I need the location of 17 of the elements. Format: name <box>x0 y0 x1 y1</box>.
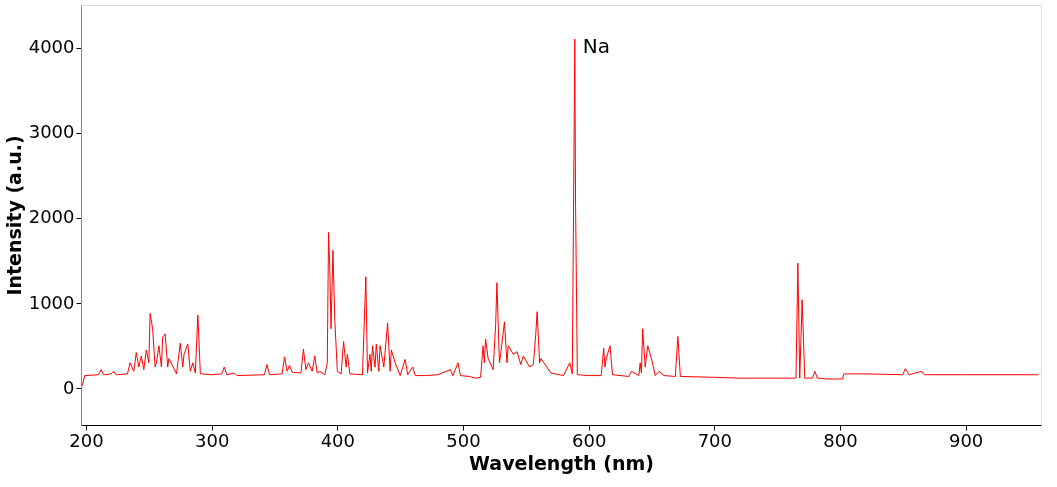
y-axis-title: Intensity (a.u.) <box>2 135 25 296</box>
y-tick-label: 2000 <box>28 206 75 228</box>
x-tick-label: 300 <box>195 429 230 451</box>
x-axis-title: Wavelength (nm) <box>469 451 654 474</box>
x-tick-label: 700 <box>697 429 732 451</box>
x-tick-label: 800 <box>823 429 858 451</box>
x-tick-label: 400 <box>320 429 356 451</box>
annotation: Na <box>582 34 611 59</box>
x-tick-label: 900 <box>948 429 984 451</box>
y-tick-label: 4000 <box>28 36 75 58</box>
y-tick-label: 1000 <box>28 291 75 313</box>
y-tick-label: 0 <box>63 376 75 398</box>
line-series <box>81 38 1039 387</box>
y-tick-label: 3000 <box>28 121 75 143</box>
x-tick-label: 500 <box>446 429 481 451</box>
x-tick-label: 200 <box>69 429 104 451</box>
x-tick-label: 600 <box>571 429 607 451</box>
